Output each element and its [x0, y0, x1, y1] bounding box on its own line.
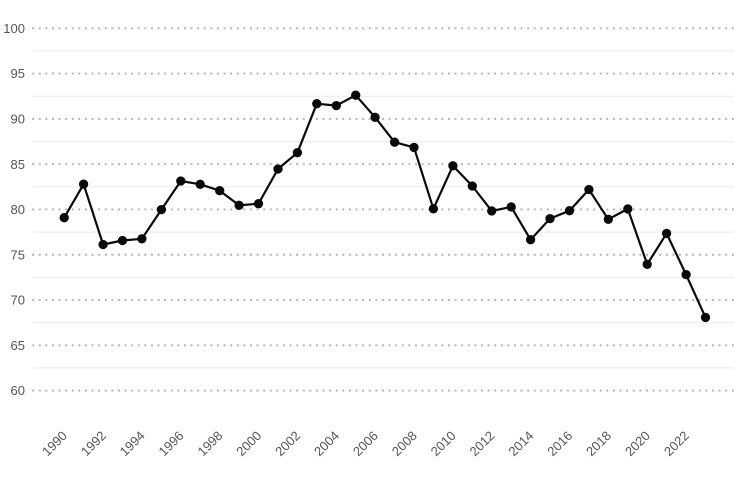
svg-text:85: 85	[11, 157, 25, 172]
svg-text:100: 100	[3, 21, 25, 36]
svg-text:90: 90	[11, 111, 25, 126]
svg-text:70: 70	[11, 293, 25, 308]
svg-text:75: 75	[11, 247, 25, 262]
svg-text:65: 65	[11, 338, 25, 353]
svg-text:60: 60	[11, 383, 25, 398]
svg-text:80: 80	[11, 202, 25, 217]
svg-text:95: 95	[11, 66, 25, 81]
